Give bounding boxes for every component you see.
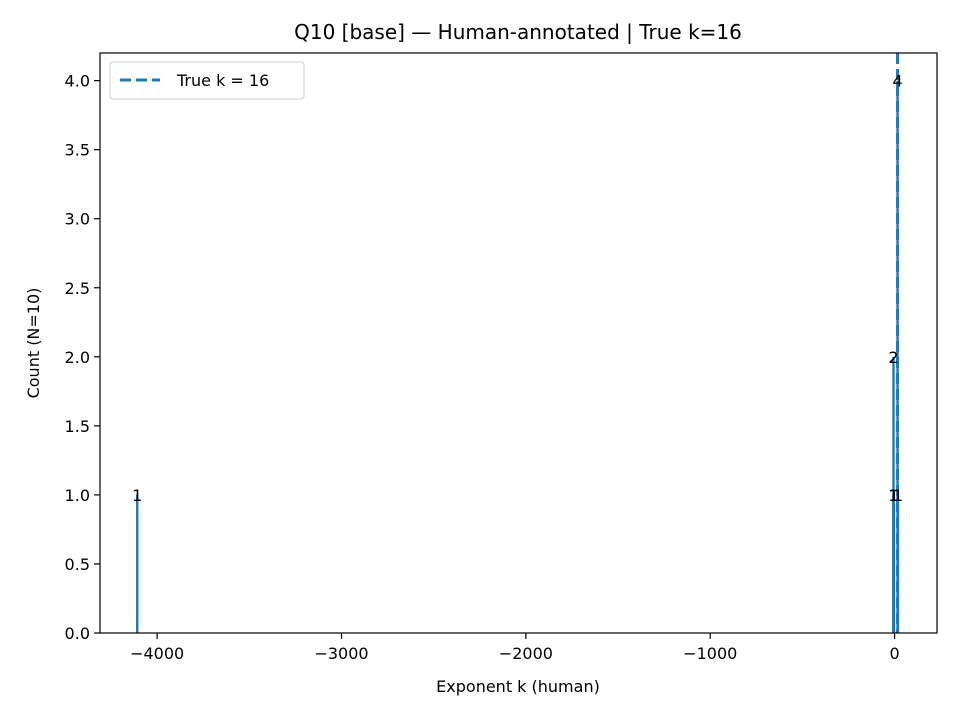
legend-entry: True k = 16 xyxy=(176,71,269,90)
y-axis-ticks: 0.0 0.5 1.0 1.5 2.0 2.5 3.0 3.5 4.0 xyxy=(65,72,100,643)
bar-4 xyxy=(896,80,899,634)
bar-label-5: 1 xyxy=(893,486,903,505)
y-tick-label-2: 1.0 xyxy=(65,486,90,505)
x-axis-ticks: −4000 −3000 −2000 −1000 0 xyxy=(130,633,900,663)
legend: True k = 16 xyxy=(109,61,305,100)
y-tick-label-8: 4.0 xyxy=(65,72,90,91)
bar-label-0: 1 xyxy=(132,486,142,505)
y-tick-label-5: 2.5 xyxy=(65,279,90,298)
x-tick-label-0: −4000 xyxy=(130,644,184,663)
bar-label-4: 4 xyxy=(892,72,902,91)
y-tick-label-4: 2.0 xyxy=(65,348,90,367)
bar-label-3: 1 xyxy=(889,486,899,505)
x-tick-label-3: −1000 xyxy=(683,644,737,663)
y-tick-label-3: 1.5 xyxy=(65,417,90,436)
bar-label-2: 2 xyxy=(888,348,898,367)
chart-title: Q10 [base] — Human-annotated | True k=16 xyxy=(294,20,742,44)
y-axis-label: Count (N=10) xyxy=(24,288,43,399)
y-tick-label-0: 0.0 xyxy=(65,624,90,643)
bar-label-1: 1 xyxy=(888,486,898,505)
x-tick-label-2: −2000 xyxy=(499,644,553,663)
bars-layer xyxy=(136,80,900,634)
bar-3 xyxy=(892,494,896,633)
x-tick-label-4: 0 xyxy=(890,644,900,663)
y-tick-label-7: 3.5 xyxy=(65,141,90,160)
x-axis-label: Exponent k (human) xyxy=(436,677,600,696)
plot-frame xyxy=(99,52,938,634)
legend-box xyxy=(109,61,305,100)
y-tick-label-1: 0.5 xyxy=(65,555,90,574)
x-tick-label-1: −3000 xyxy=(314,644,368,663)
y-tick-label-6: 3.0 xyxy=(65,210,90,229)
bar-5 xyxy=(896,494,900,633)
bar-0 xyxy=(136,494,139,633)
